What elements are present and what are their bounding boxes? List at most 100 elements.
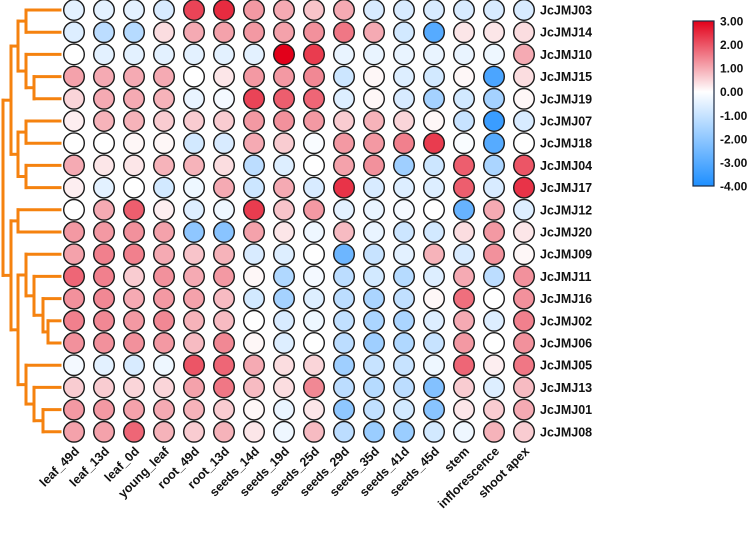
heatmap-cell bbox=[393, 65, 416, 88]
heatmap-cell bbox=[513, 220, 536, 243]
heatmap-cell bbox=[483, 198, 506, 221]
heatmap-cell bbox=[393, 265, 416, 288]
heatmap-cell bbox=[333, 398, 356, 421]
heatmap-cell bbox=[303, 309, 326, 332]
row-label: JcJMJ04 bbox=[540, 159, 592, 173]
heatmap-cell bbox=[63, 87, 86, 110]
heatmap-cell bbox=[212, 287, 235, 310]
heatmap-cell bbox=[122, 65, 145, 88]
heatmap-cell bbox=[483, 21, 506, 44]
heatmap-cell bbox=[213, 0, 235, 21]
heatmap-cell bbox=[333, 376, 356, 399]
heatmap-cell bbox=[63, 309, 86, 332]
heatmap-cell bbox=[423, 420, 446, 443]
heatmap-cell bbox=[152, 287, 175, 310]
heatmap-cell bbox=[122, 309, 145, 332]
heatmap-cell bbox=[363, 376, 386, 399]
heatmap-cell bbox=[393, 243, 416, 266]
heatmap-cell bbox=[483, 132, 506, 155]
heatmap-cell bbox=[453, 220, 476, 243]
heatmap-cell bbox=[513, 154, 536, 177]
heatmap-cell bbox=[333, 198, 356, 221]
heatmap-cell bbox=[242, 265, 265, 288]
heatmap-cell bbox=[483, 420, 506, 443]
heatmap-cell bbox=[273, 398, 296, 421]
heatmap-cell bbox=[182, 154, 205, 177]
heatmap-cell bbox=[273, 154, 296, 177]
heatmap-cell bbox=[363, 21, 386, 44]
heatmap-cell bbox=[513, 87, 536, 110]
heatmap-cell bbox=[63, 243, 86, 266]
heatmap-cell bbox=[63, 176, 86, 199]
heatmap-cell bbox=[92, 220, 115, 243]
heatmap-cell bbox=[363, 0, 385, 21]
heatmap-cell bbox=[212, 65, 235, 88]
column-labels: leaf_49dleaf_13dleaf_0dyoung_leafroot_49… bbox=[37, 444, 532, 511]
heatmap-cell bbox=[92, 398, 115, 421]
heatmap-cell bbox=[393, 109, 416, 132]
heatmap-cell bbox=[92, 21, 115, 44]
colorbar-tick-label: 3.00 bbox=[720, 15, 744, 29]
heatmap-cell bbox=[303, 398, 326, 421]
heatmap-cell bbox=[363, 43, 386, 66]
heatmap-cell bbox=[122, 332, 145, 355]
heatmap-cell bbox=[212, 154, 235, 177]
row-label: JcJMJ14 bbox=[540, 26, 592, 40]
heatmap-cell bbox=[483, 309, 506, 332]
heatmap-cell bbox=[152, 109, 175, 132]
heatmap-cell bbox=[212, 265, 235, 288]
heatmap-cell bbox=[303, 0, 325, 21]
heatmap-cell bbox=[242, 176, 265, 199]
heatmap-cell bbox=[122, 176, 145, 199]
heatmap-cell bbox=[363, 265, 386, 288]
heatmap-cell bbox=[92, 109, 115, 132]
row-label: JcJMJ06 bbox=[540, 337, 592, 351]
heatmap-cell bbox=[363, 420, 386, 443]
heatmap-cell bbox=[513, 0, 535, 21]
heatmap-cell bbox=[423, 21, 446, 44]
heatmap-cell bbox=[182, 109, 205, 132]
heatmap-cell bbox=[152, 220, 175, 243]
heatmap-cell bbox=[273, 265, 296, 288]
heatmap-cell bbox=[393, 132, 416, 155]
heatmap-cell bbox=[273, 65, 296, 88]
heatmap-cell bbox=[393, 87, 416, 110]
heatmap-cell bbox=[453, 420, 476, 443]
heatmap-cell bbox=[393, 220, 416, 243]
heatmap-cell bbox=[212, 354, 235, 377]
heatmap-cell bbox=[242, 198, 265, 221]
heatmap-cell bbox=[483, 332, 506, 355]
heatmap-cell bbox=[122, 243, 145, 266]
heatmap-cell bbox=[212, 420, 235, 443]
heatmap-cell bbox=[363, 354, 386, 377]
heatmap-cell bbox=[182, 132, 205, 155]
heatmap-cell bbox=[152, 87, 175, 110]
heatmap-cell bbox=[483, 154, 506, 177]
heatmap-cell bbox=[92, 265, 115, 288]
heatmap-cell bbox=[92, 420, 115, 443]
heatmap-cell bbox=[242, 154, 265, 177]
heatmap-cell bbox=[92, 332, 115, 355]
heatmap-cell bbox=[423, 243, 446, 266]
heatmap-cell bbox=[63, 376, 86, 399]
colorbar-gradient bbox=[692, 20, 715, 187]
heatmap-cell bbox=[453, 43, 476, 66]
heatmap-cell bbox=[273, 287, 296, 310]
heatmap-cell bbox=[483, 398, 506, 421]
heatmap-cell bbox=[242, 109, 265, 132]
heatmap-cell bbox=[63, 287, 86, 310]
heatmap-cell bbox=[423, 287, 446, 310]
heatmap-cell bbox=[243, 0, 265, 21]
heatmap-cell bbox=[92, 176, 115, 199]
heatmap-cell bbox=[423, 176, 446, 199]
heatmap-cell bbox=[453, 176, 476, 199]
heatmap-cell bbox=[273, 132, 296, 155]
heatmap-cell bbox=[303, 332, 326, 355]
heatmap-cell bbox=[513, 309, 536, 332]
color-legend: 3.00 2.00 1.00 0.00 -1.00 -2.00 -3.00 -4.00 bbox=[692, 15, 748, 194]
heatmap-cell bbox=[423, 65, 446, 88]
heatmap-cell bbox=[363, 176, 386, 199]
heatmap-cell bbox=[212, 198, 235, 221]
heatmap-cell bbox=[152, 332, 175, 355]
heatmap-cell bbox=[122, 265, 145, 288]
